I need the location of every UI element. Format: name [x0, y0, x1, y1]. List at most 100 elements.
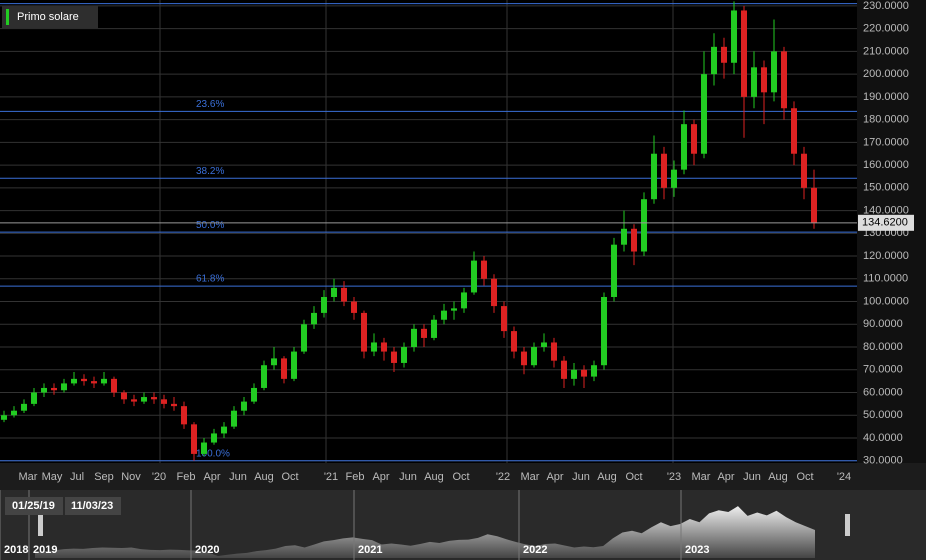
x-tick-label: Oct	[625, 471, 642, 483]
candle-body	[611, 244, 617, 297]
candle-body	[221, 426, 227, 434]
candle-body	[451, 308, 457, 311]
x-tick-label: Aug	[424, 471, 444, 483]
candle-body	[761, 67, 767, 93]
navigator-year: 2019	[33, 544, 57, 556]
x-tick-label: Oct	[281, 471, 298, 483]
range-box	[5, 497, 63, 515]
x-tick-label: Mar	[19, 471, 38, 483]
y-tick-label: 80.0000	[863, 341, 903, 353]
candle-body	[291, 351, 297, 379]
y-tick-label: 190.0000	[863, 91, 909, 103]
navigator-year: 2021	[358, 544, 382, 556]
x-tick-label: May	[42, 471, 63, 483]
candle-body	[421, 328, 427, 338]
candle-body	[71, 378, 77, 384]
y-tick-label: 90.0000	[863, 318, 903, 330]
handle[interactable]	[38, 514, 43, 536]
x-tick-label: '20	[152, 471, 166, 483]
x-tick-label: '24	[837, 471, 851, 483]
candle-body	[531, 347, 537, 366]
candle-body	[621, 228, 627, 245]
candle-body	[361, 312, 367, 352]
y-tick-label: 160.0000	[863, 159, 909, 171]
y-tick-label: 30.0000	[863, 455, 903, 467]
candle-body	[261, 365, 267, 388]
x-axis-band	[0, 463, 926, 490]
fib-label: 50.0%	[196, 220, 224, 231]
navigator-year: 2018	[4, 544, 28, 556]
candle-body	[101, 378, 107, 384]
navigator-area	[35, 506, 815, 558]
candle-body	[541, 342, 547, 348]
candle-body	[111, 378, 117, 393]
candle-body	[491, 278, 497, 307]
y-tick-label: 220.0000	[863, 23, 909, 35]
candle-body	[341, 287, 347, 302]
candle-body	[681, 124, 687, 170]
candle-body	[231, 410, 237, 427]
candle-body	[581, 369, 587, 377]
y-tick-label: 110.0000	[863, 273, 908, 285]
y-tick-label: 70.0000	[863, 364, 903, 376]
candle-body	[401, 347, 407, 363]
x-tick-label: Aug	[254, 471, 274, 483]
candle-body	[751, 67, 757, 97]
x-tick-label: Jun	[743, 471, 761, 483]
candle-body	[661, 153, 667, 188]
candle-body	[651, 153, 657, 200]
x-tick-label: Oct	[452, 471, 469, 483]
y-tick-label: 210.0000	[863, 45, 909, 57]
candle-body	[411, 328, 417, 348]
candle-body	[371, 342, 377, 352]
candle-body	[551, 342, 557, 361]
candle-body	[591, 365, 597, 377]
candle-body	[271, 358, 277, 366]
candle-body	[251, 387, 257, 402]
candle-body	[21, 403, 27, 411]
candle-body	[671, 169, 677, 188]
candle-body	[781, 51, 787, 109]
candle-body	[431, 319, 437, 338]
y-axis-band	[857, 0, 926, 463]
candle-body	[461, 292, 467, 309]
x-tick-label: Feb	[177, 471, 196, 483]
x-tick-label: Aug	[597, 471, 617, 483]
candle-body	[41, 387, 47, 393]
candle-body	[351, 301, 357, 313]
x-tick-label: '21	[324, 471, 338, 483]
candle-body	[191, 424, 197, 454]
fib-label: 61.8%	[196, 274, 224, 285]
x-tick-label: Aug	[768, 471, 788, 483]
candle-body	[311, 312, 317, 325]
y-tick-label: 170.0000	[863, 136, 909, 148]
x-tick-label: Apr	[717, 471, 734, 483]
candle-body	[641, 199, 647, 252]
navigator-year: 2020	[195, 544, 219, 556]
candle-body	[1, 415, 7, 420]
x-tick-label: '22	[496, 471, 510, 483]
candle-body	[31, 392, 37, 404]
y-tick-label: 200.0000	[863, 68, 909, 80]
candle-body	[471, 260, 477, 293]
candle-body	[811, 187, 817, 223]
candle-body	[61, 383, 67, 391]
x-tick-label: Sep	[94, 471, 114, 483]
candle-body	[211, 433, 217, 443]
candle-body	[391, 351, 397, 363]
handle[interactable]	[845, 514, 850, 536]
last-price-box	[858, 214, 914, 231]
y-tick-label: 50.0000	[863, 409, 903, 421]
range-end: 11/03/23	[71, 500, 113, 512]
x-tick-label: Mar	[692, 471, 711, 483]
x-tick-label: Jun	[229, 471, 247, 483]
candle-body	[631, 228, 637, 252]
candle-body	[281, 358, 287, 379]
candle-body	[121, 392, 127, 400]
navigator-year: 2023	[685, 544, 709, 556]
x-tick-label: Jun	[399, 471, 417, 483]
x-tick-label: Apr	[203, 471, 220, 483]
candle-body	[521, 351, 527, 366]
candle-body	[711, 46, 717, 75]
chart-title: Primo solare	[17, 11, 79, 23]
